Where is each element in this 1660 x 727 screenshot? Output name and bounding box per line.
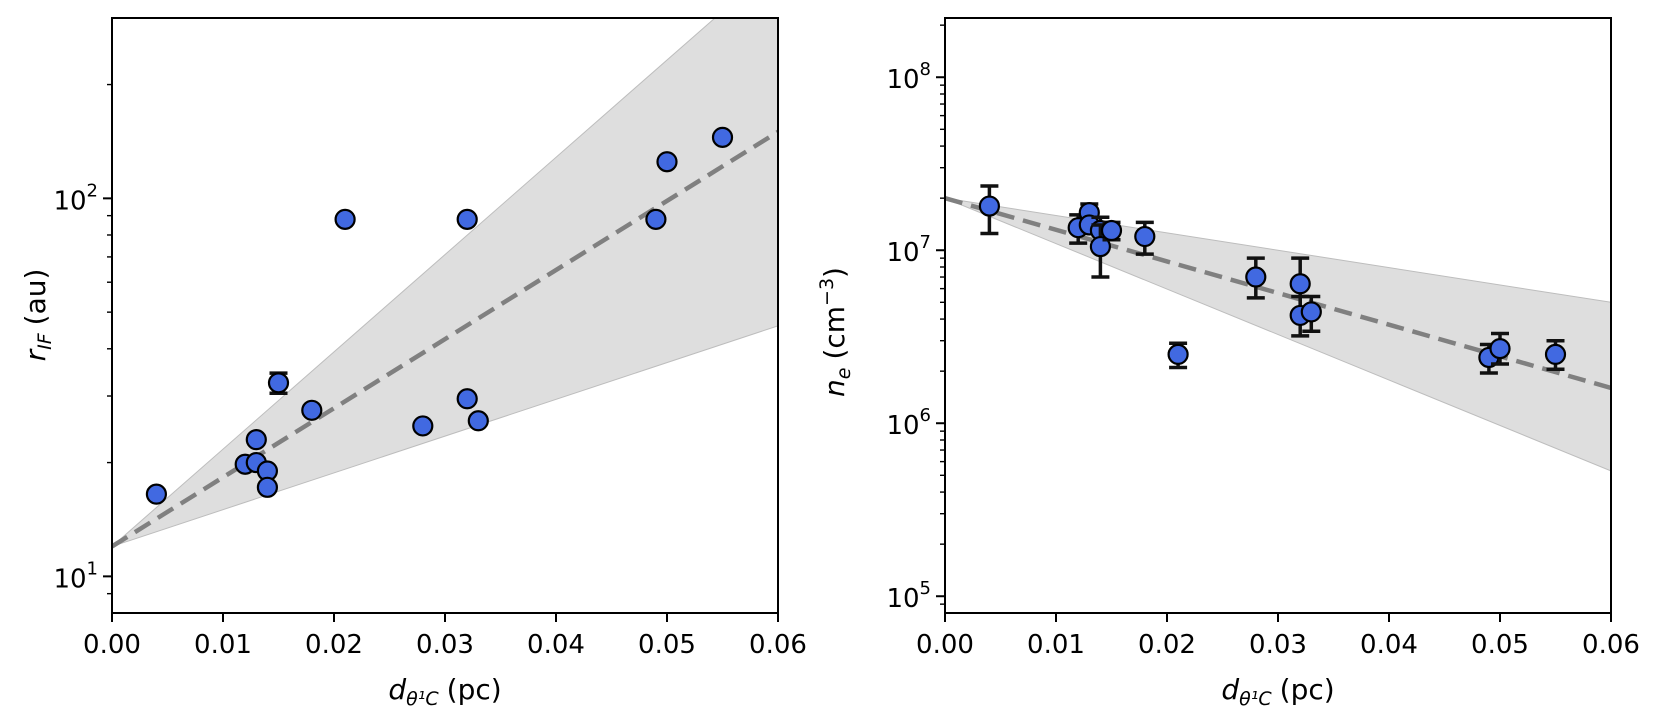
right-data-point [1544, 343, 1567, 365]
left-x-tick-label: 0.02 [305, 630, 363, 660]
right-x-axis-title: dθ¹C (pc) [1221, 673, 1334, 710]
left-data-point [456, 208, 478, 230]
left-data-point [412, 415, 434, 437]
left-x-axis-title: dθ¹C (pc) [388, 673, 501, 710]
right-y-tick-label: 105 [886, 578, 931, 614]
left-confidence-band [112, 18, 778, 547]
right-confidence-band [945, 197, 1611, 472]
left-y-tick-base: 10 [53, 564, 86, 594]
left-x-tick-label: 0.01 [194, 630, 252, 660]
right-x-tick-label: 0.01 [1027, 630, 1085, 660]
right-y-tick-exp: 7 [920, 232, 931, 253]
right-x-tick-label: 0.06 [1582, 630, 1640, 660]
right-data-point [1100, 219, 1123, 242]
left-data-points [145, 126, 734, 505]
right-y-tick-base: 10 [886, 238, 919, 268]
right-data-point [1289, 273, 1311, 295]
right-data-point [978, 195, 1001, 217]
right-y-tick-exp: 6 [920, 405, 931, 426]
right-y-tick-exp: 8 [920, 59, 931, 80]
right-data-point [1245, 266, 1267, 288]
left-data-point [256, 476, 278, 498]
right-y-tick-exp: 5 [920, 578, 931, 599]
right-data-point [1134, 225, 1156, 248]
left-data-point [267, 372, 290, 394]
right-x-tick-label: 0.02 [1138, 630, 1196, 660]
left-data-point [645, 208, 667, 230]
left-x-tick-label: 0.05 [638, 630, 696, 660]
left-x-tick-label: 0.03 [416, 630, 474, 660]
right-x-tick-label: 0.00 [916, 630, 974, 660]
left-y-tick-label: 102 [53, 180, 98, 216]
right-y-axis-title: ne(cm−3) [816, 267, 855, 397]
left-x-tick-label: 0.06 [749, 630, 807, 660]
right-data-point [1167, 343, 1189, 365]
left-y-tick-exp: 1 [87, 558, 98, 579]
right-y-tick-base: 10 [886, 411, 919, 441]
right-y-tick-label: 108 [886, 59, 931, 95]
left-y-tick-base: 10 [53, 186, 86, 216]
left-x-tick-label: 0.04 [527, 630, 585, 660]
left-data-point [656, 151, 678, 173]
left-x-axis: 0.00 0.01 0.02 0.03 0.04 0.05 0.06 [83, 613, 807, 660]
right-data-point [1489, 338, 1511, 360]
left-y-tick-exp: 2 [87, 180, 98, 201]
right-x-tick-label: 0.05 [1471, 630, 1529, 660]
left-data-point [711, 126, 734, 148]
right-x-tick-label: 0.03 [1249, 630, 1307, 660]
right-data-point [1300, 301, 1322, 323]
left-data-point [245, 429, 267, 451]
right-data-point [1089, 235, 1112, 258]
left-data-point [467, 410, 489, 432]
left-x-tick-label: 0.00 [83, 630, 141, 660]
left-data-point [145, 483, 167, 505]
right-y-tick-base: 10 [886, 584, 919, 614]
right-y-tick-label: 106 [886, 405, 931, 441]
right-plot-area [945, 184, 1611, 472]
right-y-tick-base: 10 [886, 65, 919, 95]
left-plot-area [112, 18, 778, 549]
left-y-axis-title: rIF(au) [19, 269, 56, 362]
right-data-points [978, 184, 1567, 375]
left-data-point [334, 208, 356, 230]
right-y-tick-label: 107 [886, 232, 931, 268]
right-x-tick-label: 0.04 [1360, 630, 1418, 660]
right-x-axis: 0.00 0.01 0.02 0.03 0.04 0.05 0.06 [916, 613, 1640, 660]
left-data-point [456, 388, 478, 410]
left-data-point [301, 399, 323, 421]
left-fit-line [112, 129, 778, 549]
right-chart-panel: 0.00 0.01 0.02 0.03 0.04 0.05 0.06 10510610710… [816, 17, 1640, 710]
left-y-tick-label: 101 [53, 558, 98, 594]
